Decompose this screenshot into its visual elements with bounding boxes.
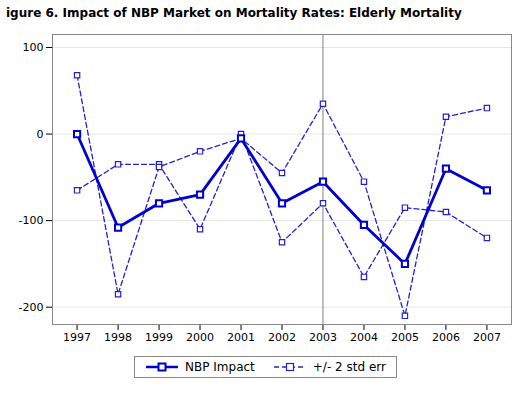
svg-text:2007: 2007 xyxy=(473,331,501,344)
svg-text:1998: 1998 xyxy=(104,331,132,344)
svg-text:100: 100 xyxy=(23,41,44,54)
svg-text:2000: 2000 xyxy=(186,331,214,344)
html-text:+/- 2 std err: +/- 2 std err xyxy=(312,360,386,374)
svg-text:-100: -100 xyxy=(19,214,44,227)
svg-text:2003: 2003 xyxy=(309,331,337,344)
svg-text:2002: 2002 xyxy=(268,331,296,344)
svg-text:-200: -200 xyxy=(19,301,44,314)
svg-text:1999: 1999 xyxy=(145,331,173,344)
svg-text:2006: 2006 xyxy=(432,331,460,344)
svg-text:1997: 1997 xyxy=(63,331,91,344)
html-text:igure 6. Impact of NBP Market: igure 6. Impact of NBP Market on Mortali… xyxy=(6,6,462,20)
svg-text:2005: 2005 xyxy=(391,331,419,344)
svg-text:2004: 2004 xyxy=(350,331,378,344)
svg-text:2001: 2001 xyxy=(227,331,255,344)
svg-text:0: 0 xyxy=(37,128,44,141)
html-text:NBP Impact: NBP Impact xyxy=(185,360,255,374)
